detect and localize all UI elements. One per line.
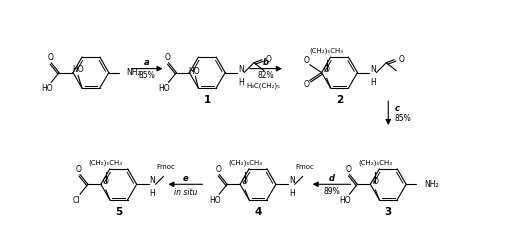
Text: O: O	[398, 55, 404, 64]
Text: 5: 5	[115, 207, 122, 217]
Text: N: N	[149, 176, 155, 185]
Text: in situ: in situ	[174, 188, 197, 197]
Text: O: O	[324, 65, 330, 74]
Text: a: a	[144, 58, 150, 67]
Text: H₃C(CH₂)₅: H₃C(CH₂)₅	[246, 82, 280, 89]
Text: e: e	[182, 174, 188, 183]
Text: H: H	[149, 189, 155, 198]
Text: O: O	[165, 53, 170, 62]
Text: (CH₂)₅CH₃: (CH₂)₅CH₃	[89, 160, 123, 166]
Text: c: c	[394, 104, 399, 113]
Text: 1: 1	[204, 95, 211, 105]
Text: HO: HO	[72, 65, 84, 74]
Text: (CH₂)₅CH₃: (CH₂)₅CH₃	[228, 160, 262, 166]
Text: NH₂: NH₂	[424, 180, 439, 189]
Text: 82%: 82%	[258, 71, 274, 80]
Text: (CH₂)₅CH₃: (CH₂)₅CH₃	[358, 160, 392, 166]
Text: (CH₂)₅CH₃: (CH₂)₅CH₃	[309, 48, 343, 54]
Text: O: O	[345, 165, 352, 174]
Text: H: H	[370, 77, 376, 87]
Text: Cl: Cl	[72, 196, 80, 205]
Text: O: O	[304, 80, 310, 89]
Text: O: O	[103, 177, 109, 186]
Text: O: O	[215, 165, 221, 174]
Text: Fmoc: Fmoc	[296, 165, 314, 170]
Text: O: O	[304, 56, 310, 65]
Text: N: N	[289, 176, 295, 185]
Text: 89%: 89%	[323, 187, 340, 196]
Text: O: O	[47, 53, 53, 62]
Text: d: d	[329, 174, 335, 183]
Text: O: O	[266, 55, 272, 64]
Text: 3: 3	[385, 207, 392, 217]
Text: HO: HO	[209, 196, 221, 205]
Text: 85%: 85%	[139, 71, 155, 80]
Text: b: b	[263, 58, 269, 67]
Text: NH₂: NH₂	[126, 68, 141, 77]
Text: N: N	[238, 64, 244, 74]
Text: Fmoc: Fmoc	[156, 165, 175, 170]
Text: 85%: 85%	[394, 114, 411, 123]
Text: O: O	[242, 177, 248, 186]
Text: 2: 2	[336, 95, 343, 105]
Text: HO: HO	[158, 84, 170, 93]
Text: H: H	[238, 77, 244, 87]
Text: HO: HO	[41, 84, 53, 93]
Text: HO: HO	[340, 196, 352, 205]
Text: H: H	[289, 189, 295, 198]
Text: N: N	[370, 64, 376, 74]
Text: O: O	[372, 177, 378, 186]
Text: O: O	[76, 165, 82, 174]
Text: HO: HO	[188, 67, 200, 76]
Text: 4: 4	[255, 207, 262, 217]
